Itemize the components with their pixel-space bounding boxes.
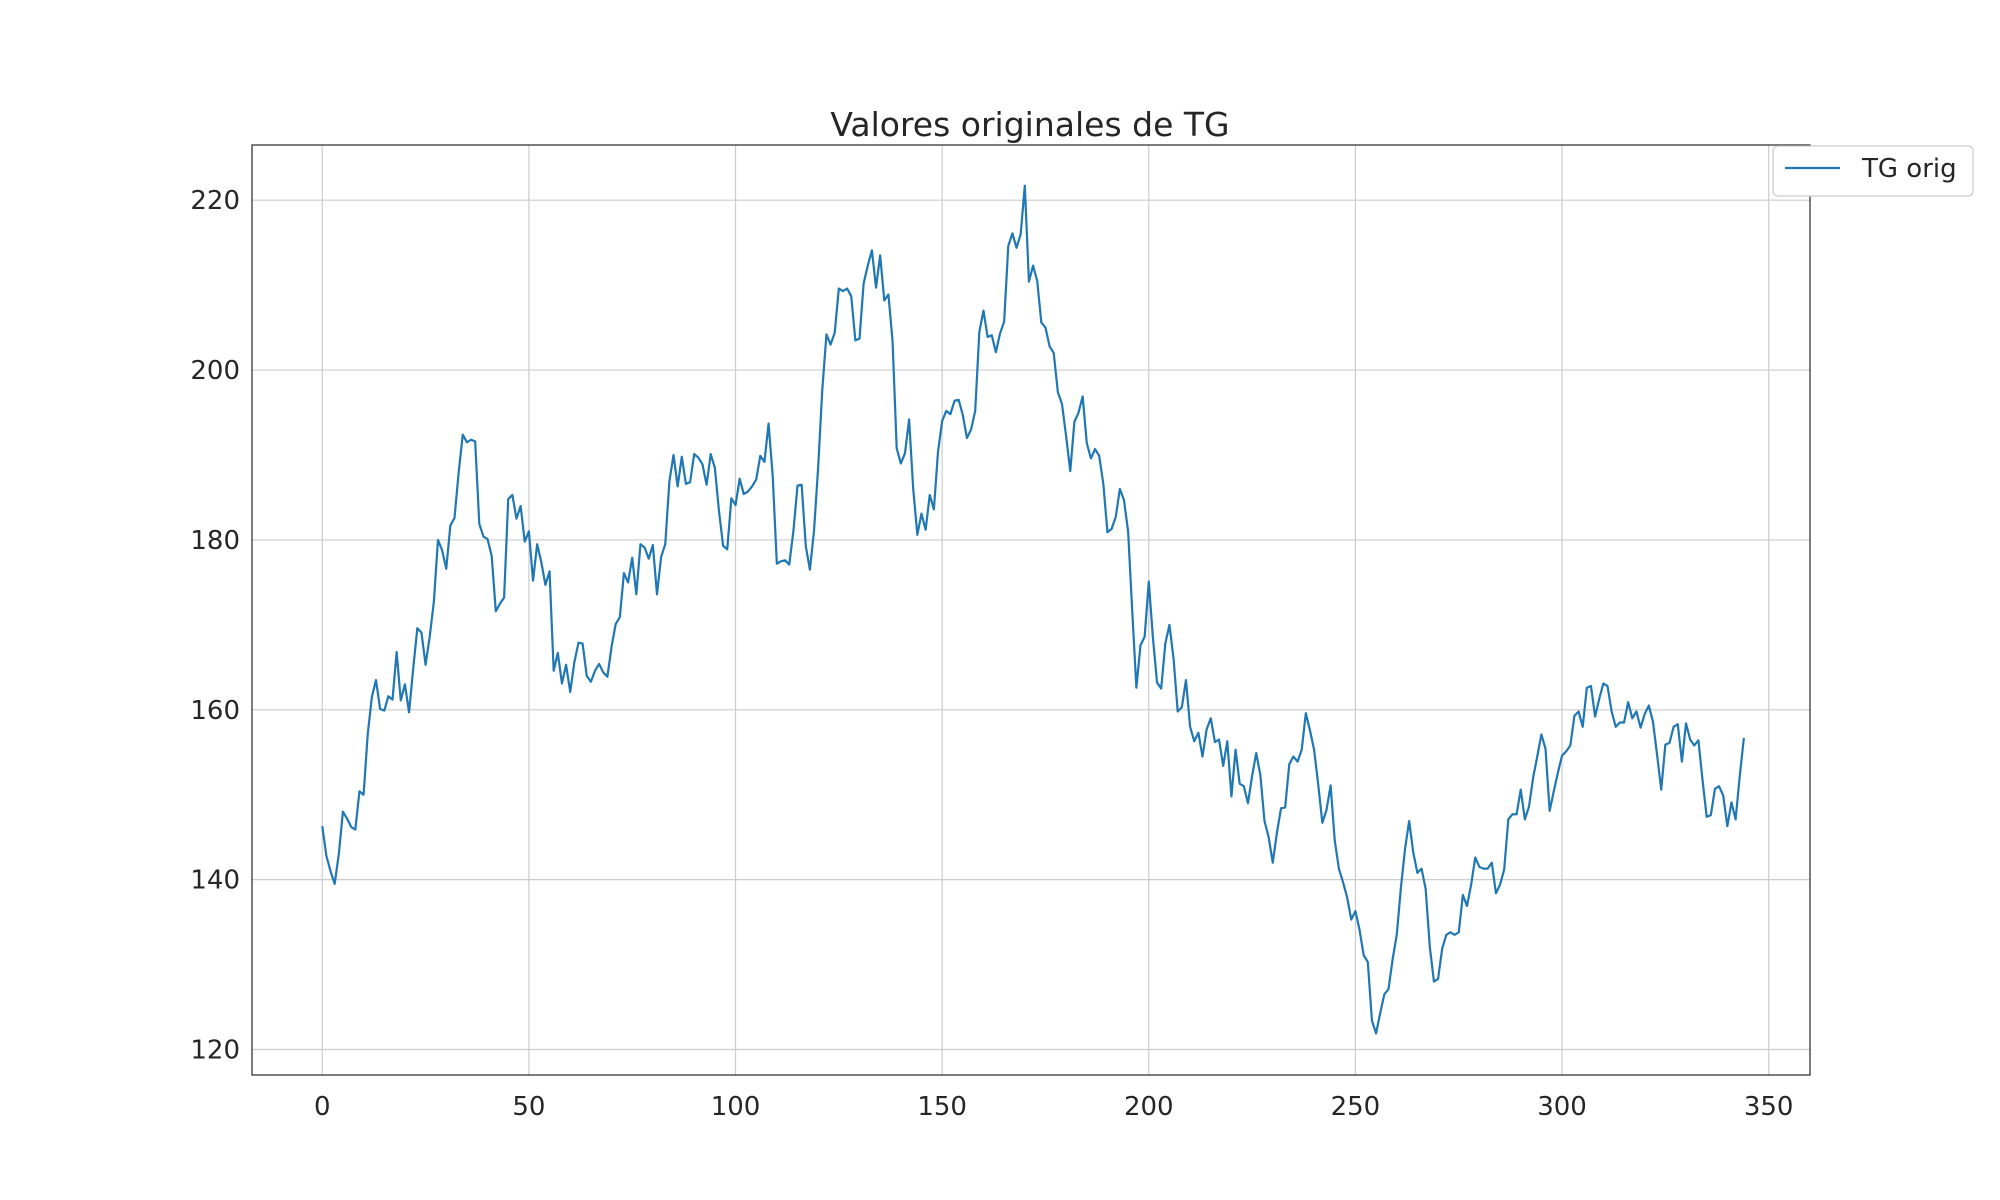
chart-title: Valores originales de TG <box>830 105 1229 144</box>
series-line <box>321 184 1745 1035</box>
y-tick-label: 220 <box>190 186 240 216</box>
y-tick-label: 160 <box>190 696 240 726</box>
legend: TG orig <box>1772 145 1974 197</box>
y-tick-label: 140 <box>190 866 240 896</box>
x-tick-label: 150 <box>917 1092 967 1122</box>
y-axis: 120 140 160 180 200 220 <box>190 186 240 1065</box>
x-tick-label: 50 <box>512 1092 545 1122</box>
legend-label: TG orig <box>1861 154 1957 184</box>
y-tick-label: 200 <box>190 356 240 386</box>
series-layer <box>321 184 1745 1035</box>
x-tick-label: 0 <box>314 1092 331 1122</box>
x-tick-label: 250 <box>1331 1092 1381 1122</box>
legend-box <box>1772 145 1974 197</box>
x-axis: 0 50 100 150 200 250 300 350 <box>314 1092 1794 1122</box>
grid-lines <box>252 145 1810 1075</box>
y-tick-label: 180 <box>190 526 240 556</box>
x-tick-label: 350 <box>1744 1092 1794 1122</box>
x-tick-label: 200 <box>1124 1092 1174 1122</box>
x-tick-label: 300 <box>1537 1092 1587 1122</box>
y-tick-label: 120 <box>190 1036 240 1066</box>
plot-frame <box>251 144 1811 1076</box>
x-tick-label: 100 <box>711 1092 761 1122</box>
